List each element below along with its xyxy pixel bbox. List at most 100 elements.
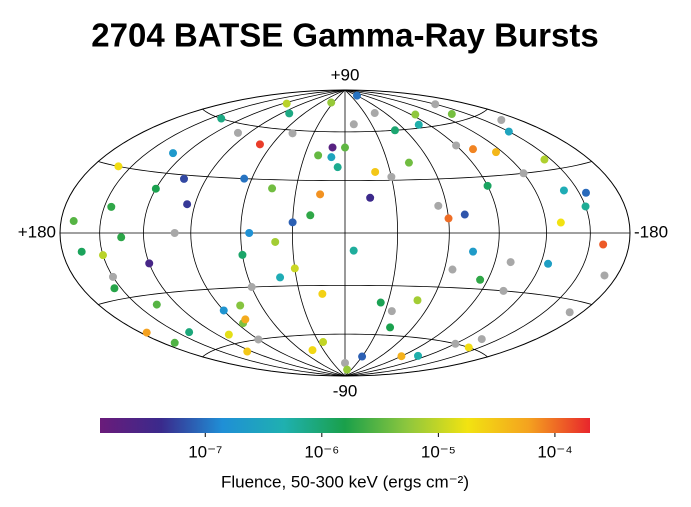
burst-point: [600, 271, 609, 280]
boundary: [59, 89, 346, 377]
burst-point: [240, 174, 249, 183]
burst-point: [444, 214, 453, 223]
y-tick-label: +90: [331, 65, 360, 84]
burst-point: [581, 202, 590, 211]
burst-point: [431, 100, 440, 109]
burst-point: [460, 210, 469, 219]
burst-point: [452, 141, 461, 150]
burst-point: [540, 155, 549, 164]
colorbar-tick-label: 10⁻⁷: [188, 442, 222, 461]
burst-point: [314, 151, 323, 160]
x-tick-label: +180: [18, 222, 56, 241]
burst-point: [371, 167, 380, 176]
grid-line: [240, 89, 346, 377]
burst-point: [69, 217, 78, 226]
burst-point: [414, 120, 423, 129]
burst-point: [328, 143, 337, 152]
burst-point: [288, 129, 297, 138]
burst-point: [352, 91, 361, 100]
burst-point: [376, 298, 385, 307]
colorbar-tick-label: 10⁻⁶: [304, 442, 339, 461]
burst-point: [98, 251, 107, 260]
burst-point: [386, 323, 395, 332]
burst-point: [243, 347, 252, 356]
burst-point: [499, 286, 508, 295]
burst-point: [247, 283, 256, 292]
burst-point: [341, 143, 349, 152]
burst-point: [183, 200, 192, 209]
burst-point: [434, 201, 443, 210]
burst-point: [285, 109, 294, 118]
burst-point: [565, 308, 574, 317]
burst-point: [114, 162, 123, 171]
burst-point: [448, 265, 457, 274]
burst-point: [404, 158, 413, 167]
burst-point: [254, 335, 263, 344]
colorbar-tick-label: 10⁻⁵: [421, 442, 456, 461]
burst-point: [170, 229, 179, 237]
x-tick-label: -180: [634, 222, 668, 241]
burst-point: [290, 264, 299, 273]
burst-point: [556, 218, 565, 227]
burst-point: [233, 128, 242, 137]
burst-point: [492, 148, 501, 157]
burst-point: [451, 339, 460, 348]
burst-point: [107, 202, 116, 211]
burst-point: [349, 120, 358, 129]
burst-point: [145, 259, 154, 268]
burst-point: [464, 343, 473, 352]
burst-point: [282, 99, 291, 108]
grid-line: [344, 89, 591, 377]
burst-point: [288, 218, 297, 227]
colorbar-tick-label: 10⁻⁴: [537, 442, 572, 461]
burst-point: [316, 190, 325, 199]
burst-point: [224, 330, 233, 339]
burst-point: [117, 233, 126, 242]
burst-point: [599, 240, 608, 249]
burst-point: [349, 246, 358, 255]
grid-line: [99, 89, 346, 377]
burst-point: [217, 114, 226, 123]
burst-point: [327, 98, 336, 107]
burst-point: [255, 140, 264, 149]
burst-point: [245, 229, 254, 237]
grid-line: [143, 89, 346, 377]
burst-point: [271, 237, 280, 246]
burst-point: [469, 247, 478, 256]
burst-point: [370, 109, 379, 118]
burst-point: [185, 328, 194, 337]
burst-point: [110, 284, 119, 293]
burst-point: [327, 153, 336, 162]
burst-point: [477, 335, 486, 344]
burst-point: [108, 272, 117, 281]
burst-point: [390, 126, 399, 135]
colorbar: [100, 418, 590, 433]
y-tick-label: -90: [333, 381, 358, 400]
burst-point: [358, 352, 367, 361]
burst-point: [170, 338, 179, 347]
grid-line: [344, 89, 450, 377]
burst-point: [306, 211, 315, 220]
burst-point: [387, 307, 396, 316]
grid-line: [291, 89, 346, 377]
burst-point: [308, 346, 317, 355]
burst-point: [397, 352, 406, 361]
burst-point: [219, 306, 228, 315]
burst-point: [318, 289, 327, 298]
burst-point: [483, 181, 492, 190]
burst-point: [142, 328, 151, 337]
burst-point: [559, 186, 568, 195]
burst-point: [343, 365, 352, 374]
burst-point: [504, 127, 513, 136]
burst-point: [387, 172, 396, 181]
burst-point: [152, 300, 161, 309]
grid-line: [344, 89, 399, 377]
chart-title: 2704 BATSE Gamma-Ray Bursts: [91, 17, 598, 54]
colorbar-label: Fluence, 50-300 keV (ergs cm⁻²): [221, 472, 469, 491]
burst-point: [77, 247, 86, 256]
burst-point: [333, 163, 342, 172]
burst-point: [341, 358, 349, 367]
burst-point: [506, 258, 515, 267]
burst-point: [476, 275, 485, 284]
